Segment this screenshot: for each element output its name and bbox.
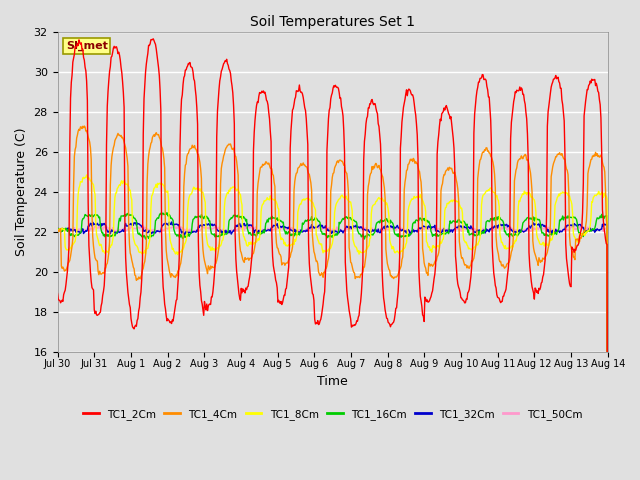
Y-axis label: Soil Temperature (C): Soil Temperature (C) (15, 127, 28, 256)
Legend: TC1_2Cm, TC1_4Cm, TC1_8Cm, TC1_16Cm, TC1_32Cm, TC1_50Cm: TC1_2Cm, TC1_4Cm, TC1_8Cm, TC1_16Cm, TC1… (79, 405, 586, 424)
Title: Soil Temperatures Set 1: Soil Temperatures Set 1 (250, 15, 415, 29)
Text: SI_met: SI_met (66, 41, 108, 51)
X-axis label: Time: Time (317, 375, 348, 388)
